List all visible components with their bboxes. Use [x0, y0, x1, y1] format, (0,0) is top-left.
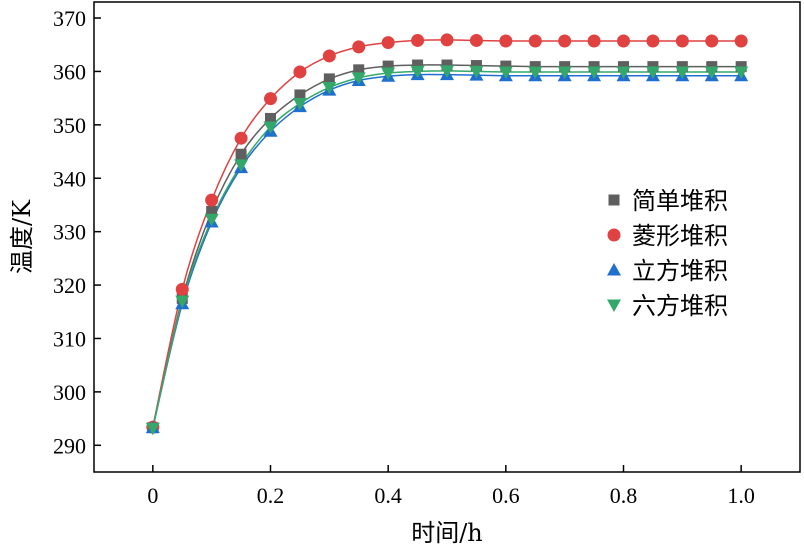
data-point-series-1 — [206, 205, 218, 217]
series-markers — [145, 33, 749, 436]
data-point-series-2 — [234, 131, 248, 145]
data-point-series-2 — [381, 36, 395, 50]
data-point-series-4 — [440, 65, 454, 78]
data-point-series-2 — [499, 34, 513, 48]
data-point-series-2 — [411, 33, 425, 47]
data-point-series-4 — [675, 66, 690, 79]
y-axis-label: 温度/K — [8, 199, 36, 274]
y-tick-label: 360 — [53, 59, 86, 84]
legend-label-3: 立方堆积 — [632, 257, 728, 285]
data-point-series-4 — [528, 66, 543, 79]
data-point-series-2 — [322, 49, 336, 63]
data-point-series-4 — [351, 72, 366, 85]
legend-marker-1 — [608, 194, 620, 206]
y-tick-label: 290 — [53, 433, 86, 458]
x-tick-label: 0.2 — [257, 483, 285, 508]
data-point-series-4 — [204, 213, 219, 227]
data-point-series-4 — [469, 65, 484, 79]
data-point-series-1 — [323, 73, 335, 85]
x-tick-label: 0.6 — [492, 483, 520, 508]
data-point-series-4 — [645, 66, 660, 79]
data-point-series-4 — [263, 121, 278, 134]
x-tick-label: 0.8 — [610, 483, 638, 508]
y-tick-label: 350 — [53, 113, 86, 138]
data-point-series-2 — [558, 34, 572, 48]
data-point-series-1 — [265, 112, 276, 124]
data-point-series-2 — [528, 34, 542, 48]
data-point-series-4 — [175, 295, 190, 309]
data-point-series-2 — [175, 282, 189, 296]
data-point-series-4 — [292, 97, 307, 111]
legend-label-1: 简单堆积 — [632, 187, 728, 215]
series-line-2 — [152, 39, 742, 428]
data-point-series-1 — [235, 148, 247, 160]
data-point-series-4 — [616, 66, 631, 79]
data-point-series-2 — [675, 34, 689, 48]
data-point-series-1 — [470, 60, 482, 72]
axis-ticks: 0 0.2 0.4 0.6 0.8 1.0 290 300 310 320 330 340 350 360… — [53, 6, 755, 508]
data-point-series-1 — [441, 59, 453, 71]
y-tick-label: 300 — [53, 380, 86, 405]
x-tick-label: 0 — [147, 483, 158, 508]
legend-label-4: 六方堆积 — [632, 292, 728, 320]
y-tick-label: 320 — [53, 273, 86, 298]
legend-label-2: 菱形堆积 — [632, 222, 728, 250]
data-point-series-2 — [352, 40, 366, 54]
data-point-series-2 — [469, 33, 483, 47]
data-point-series-4 — [734, 66, 749, 79]
data-point-series-1 — [412, 59, 424, 71]
data-point-series-2 — [587, 34, 601, 48]
data-point-series-2 — [264, 92, 277, 106]
data-point-series-2 — [205, 193, 219, 207]
data-point-series-1 — [500, 60, 512, 72]
y-tick-label: 310 — [53, 326, 86, 351]
data-point-series-4 — [145, 422, 160, 436]
data-point-series-4 — [557, 66, 572, 79]
x-tick-label: 0.4 — [374, 483, 402, 508]
data-point-series-2 — [617, 34, 630, 48]
data-point-series-4 — [498, 66, 513, 79]
x-tick-label: 1.0 — [727, 483, 755, 508]
data-point-series-1 — [353, 64, 365, 76]
series-line-3 — [152, 73, 742, 428]
data-point-series-4 — [234, 159, 249, 172]
data-point-series-4 — [381, 67, 396, 81]
data-point-series-2 — [705, 34, 719, 48]
y-tick-label: 370 — [53, 6, 86, 31]
data-point-series-4 — [322, 81, 337, 95]
data-point-series-4 — [410, 65, 425, 79]
data-point-series-2 — [440, 33, 454, 47]
data-point-series-2 — [646, 34, 660, 48]
legend-marker-4 — [607, 299, 621, 312]
legend-marker-2 — [607, 228, 621, 242]
data-point-series-2 — [293, 65, 307, 79]
data-point-series-1 — [382, 60, 394, 72]
plot-frame — [93, 1, 801, 473]
data-point-series-4 — [704, 66, 719, 79]
y-tick-label: 330 — [53, 220, 86, 245]
data-point-series-1 — [294, 89, 306, 101]
data-point-series-2 — [734, 34, 748, 48]
x-axis-label: 时间/h — [411, 519, 483, 547]
y-tick-label: 340 — [53, 166, 86, 191]
data-point-series-4 — [587, 66, 602, 79]
legend-marker-3 — [607, 263, 621, 276]
